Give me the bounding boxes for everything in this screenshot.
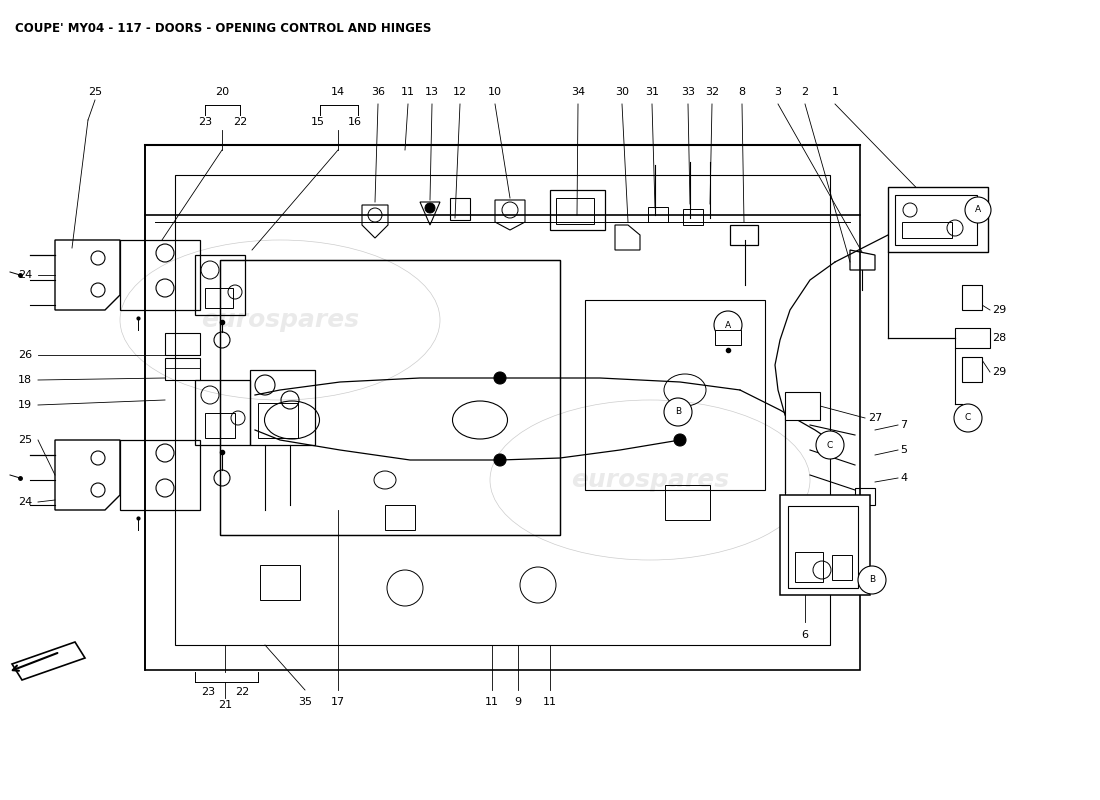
Bar xyxy=(895,195,977,245)
Text: C: C xyxy=(965,414,971,422)
Text: 22: 22 xyxy=(233,117,248,127)
Bar xyxy=(220,260,560,535)
Circle shape xyxy=(494,454,506,466)
Text: 23: 23 xyxy=(198,117,212,127)
Circle shape xyxy=(954,404,982,432)
Bar xyxy=(888,187,988,252)
Text: 29: 29 xyxy=(992,367,1007,377)
Text: 11: 11 xyxy=(485,697,499,707)
Text: A: A xyxy=(975,206,981,214)
Text: 13: 13 xyxy=(425,87,439,97)
Bar xyxy=(195,380,250,445)
Text: 21: 21 xyxy=(218,700,232,710)
Bar xyxy=(195,255,245,315)
Circle shape xyxy=(714,311,742,339)
Text: 26: 26 xyxy=(18,350,32,360)
Text: 15: 15 xyxy=(311,117,324,127)
Text: 20: 20 xyxy=(214,87,229,97)
Text: 31: 31 xyxy=(645,87,659,97)
Bar xyxy=(120,240,200,310)
Text: 10: 10 xyxy=(488,87,502,97)
Text: 28: 28 xyxy=(992,333,1007,343)
Text: 18: 18 xyxy=(18,375,32,385)
Bar xyxy=(962,357,982,382)
Bar xyxy=(955,328,990,348)
Bar xyxy=(205,413,235,438)
Text: 2: 2 xyxy=(802,87,808,97)
Text: 23: 23 xyxy=(201,687,216,697)
Text: 19: 19 xyxy=(18,400,32,410)
Text: 11: 11 xyxy=(402,87,415,97)
Text: 32: 32 xyxy=(705,87,719,97)
Bar xyxy=(832,555,852,580)
Text: eurospares: eurospares xyxy=(571,468,729,492)
Circle shape xyxy=(494,372,506,384)
Bar xyxy=(556,198,594,224)
Text: 8: 8 xyxy=(738,87,746,97)
Text: 4: 4 xyxy=(900,473,908,483)
Bar xyxy=(205,288,233,308)
Bar xyxy=(902,222,952,238)
Bar xyxy=(250,370,315,445)
Bar xyxy=(550,190,605,230)
Text: C: C xyxy=(827,441,833,450)
Bar xyxy=(585,300,764,490)
Text: 25: 25 xyxy=(88,87,102,97)
Circle shape xyxy=(816,431,844,459)
Text: 17: 17 xyxy=(331,697,345,707)
Text: COUPE' MY04 - 117 - DOORS - OPENING CONTROL AND HINGES: COUPE' MY04 - 117 - DOORS - OPENING CONT… xyxy=(15,22,431,34)
Text: 35: 35 xyxy=(298,697,312,707)
Text: 9: 9 xyxy=(515,697,521,707)
Bar xyxy=(785,392,820,420)
Text: 12: 12 xyxy=(453,87,468,97)
Text: B: B xyxy=(675,407,681,417)
Text: 1: 1 xyxy=(832,87,838,97)
Bar xyxy=(780,495,870,595)
Circle shape xyxy=(674,434,686,446)
Text: 3: 3 xyxy=(774,87,781,97)
Text: 22: 22 xyxy=(235,687,249,697)
Text: 6: 6 xyxy=(802,630,808,640)
Text: 16: 16 xyxy=(348,117,362,127)
Text: 14: 14 xyxy=(331,87,345,97)
Text: 27: 27 xyxy=(868,413,882,423)
Bar xyxy=(666,485,710,520)
Bar xyxy=(165,333,200,355)
Bar xyxy=(795,552,823,582)
Text: 30: 30 xyxy=(615,87,629,97)
Circle shape xyxy=(965,197,991,223)
Text: 25: 25 xyxy=(18,435,32,445)
Text: 11: 11 xyxy=(543,697,557,707)
Bar xyxy=(120,440,200,510)
Bar xyxy=(385,505,415,530)
Text: 34: 34 xyxy=(571,87,585,97)
Text: 5: 5 xyxy=(900,445,908,455)
Bar xyxy=(715,330,741,345)
Bar xyxy=(683,209,703,225)
Bar xyxy=(165,358,200,380)
Circle shape xyxy=(858,566,886,594)
Polygon shape xyxy=(12,642,85,680)
Text: 36: 36 xyxy=(371,87,385,97)
Text: 24: 24 xyxy=(18,497,32,507)
Text: 24: 24 xyxy=(18,270,32,280)
Text: 29: 29 xyxy=(992,305,1007,315)
Text: A: A xyxy=(725,321,732,330)
Bar xyxy=(450,198,470,220)
Bar xyxy=(258,403,298,438)
Bar xyxy=(648,207,668,222)
Circle shape xyxy=(425,203,435,213)
Bar xyxy=(962,285,982,310)
Bar xyxy=(788,506,858,588)
Text: 7: 7 xyxy=(900,420,908,430)
Bar xyxy=(260,565,300,600)
Text: eurospares: eurospares xyxy=(201,308,359,332)
Text: 33: 33 xyxy=(681,87,695,97)
Circle shape xyxy=(664,398,692,426)
Text: B: B xyxy=(869,575,876,585)
